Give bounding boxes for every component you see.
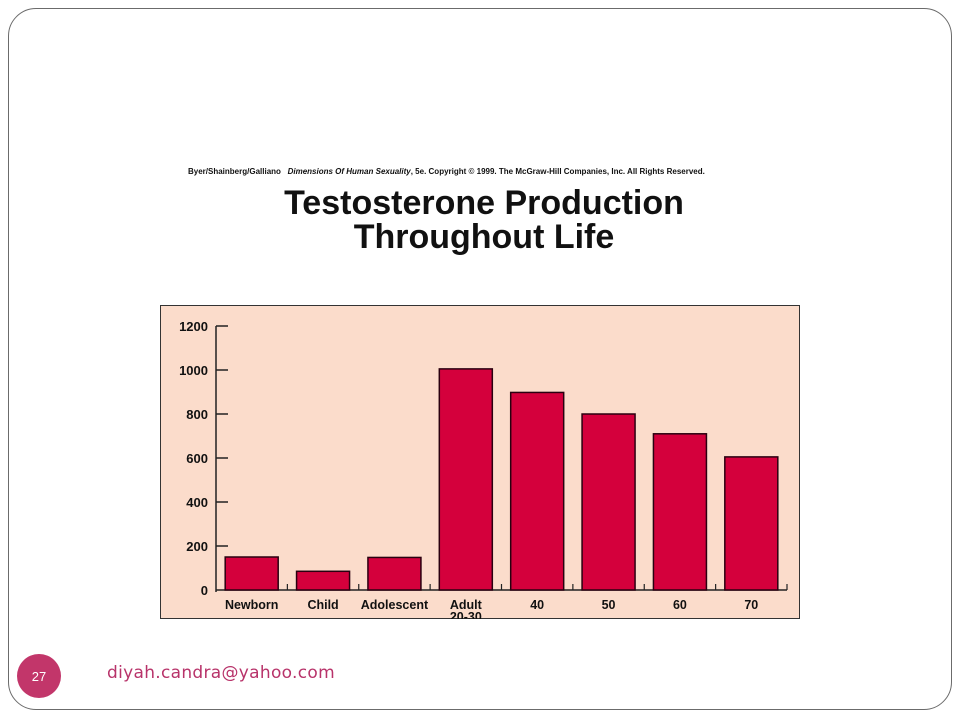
bar <box>509 391 565 591</box>
y-tick-label: 200 <box>186 539 208 554</box>
x-tick-label: Adolescent <box>361 598 429 612</box>
bar <box>224 556 279 591</box>
copyright-line: Byer/Shainberg/Galliano Dimensions Of Hu… <box>188 167 808 176</box>
x-tick-label: 20-30 <box>450 610 482 619</box>
y-tick-label: 400 <box>186 495 208 510</box>
page-number-badge: 27 <box>17 654 61 698</box>
y-tick-label: 0 <box>201 583 208 598</box>
y-tick-label: 800 <box>186 407 208 422</box>
copyright-book-title: Dimensions Of Human Sexuality <box>287 167 411 176</box>
y-tick-label: 1200 <box>179 319 208 334</box>
bar <box>367 556 422 591</box>
y-tick-label: 600 <box>186 451 208 466</box>
copyright-authors: Byer/Shainberg/Galliano <box>188 167 281 176</box>
chart-title-line-2: Throughout Life <box>353 218 615 256</box>
x-tick-label: Adult <box>450 598 483 612</box>
x-tick-label: 40 <box>530 598 544 612</box>
bar <box>581 413 636 591</box>
copyright-notice: , 5e. Copyright © 1999. The McGraw-Hill … <box>410 167 705 176</box>
y-tick-label: 1000 <box>179 363 208 378</box>
bar <box>295 570 351 591</box>
x-tick-label: 50 <box>602 598 616 612</box>
bar <box>438 368 494 591</box>
chart-title-line-1: Testosterone Production <box>284 184 684 222</box>
footer-email: diyah.candra@yahoo.com <box>107 663 335 683</box>
chart-title: Testosterone Production Throughout Life <box>200 186 768 254</box>
bar <box>724 456 779 591</box>
bar-chart: 0 200 400 600 800 1000 1200 Newborn Child Adolesc… <box>160 305 800 619</box>
x-tick-label: 60 <box>673 598 687 612</box>
bar <box>652 433 708 591</box>
x-tick-label: Child <box>307 598 338 612</box>
x-tick-label: 70 <box>744 598 758 612</box>
chart-container: 0 200 400 600 800 1000 1200 Newborn Child Adolesc… <box>160 305 800 619</box>
x-tick-label: Newborn <box>225 598 278 612</box>
